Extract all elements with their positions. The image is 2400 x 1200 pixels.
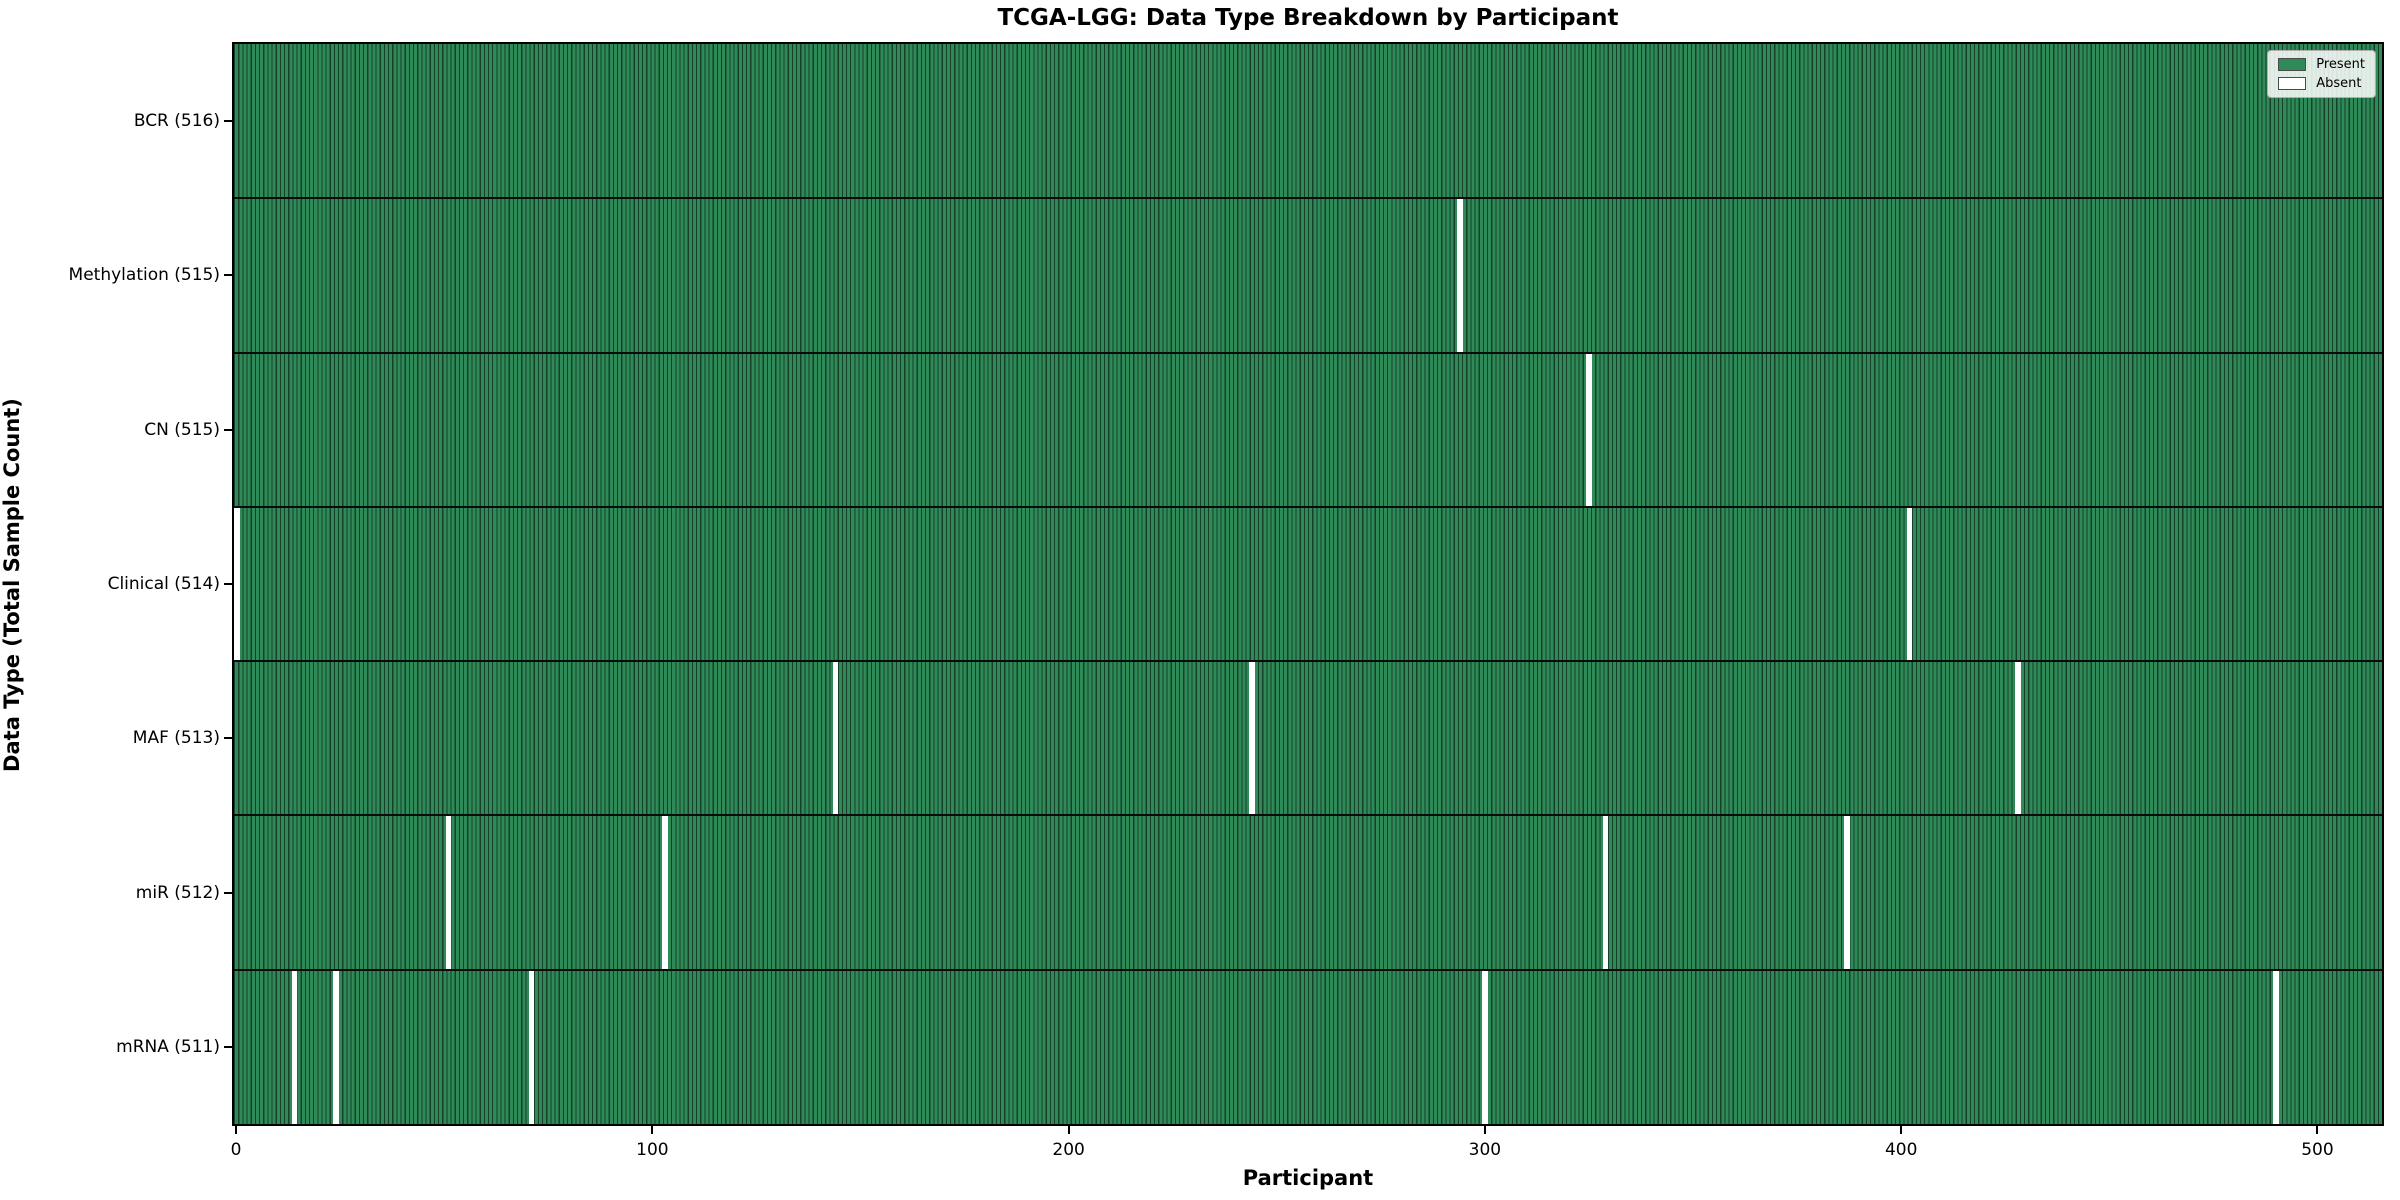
x-tick-mark: [1067, 1126, 1070, 1134]
y-tick-label: Clinical (514): [107, 574, 220, 594]
row-separator: [234, 197, 2382, 200]
legend-entry-absent: Absent: [2278, 77, 2365, 90]
absent-marker: [1457, 198, 1463, 353]
absent-marker: [445, 815, 452, 970]
absent-marker: [291, 969, 298, 1124]
x-tick-label: 0: [230, 1140, 242, 1160]
x-tick-mark: [1900, 1126, 1903, 1134]
y-tick-label: MAF (513): [132, 728, 220, 749]
absent-swatch-icon: [2278, 77, 2307, 90]
x-tick-mark: [651, 1126, 654, 1134]
row-separator: [234, 660, 2382, 663]
y-tick-label: CN (515): [144, 419, 220, 440]
data-type-row: [234, 815, 2382, 970]
x-tick-mark: [1483, 1126, 1486, 1134]
y-tick-label: Methylation (515): [68, 265, 220, 286]
data-type-row: [234, 661, 2382, 816]
absent-marker: [2273, 969, 2279, 1124]
x-tick-label: 500: [2301, 1140, 2334, 1160]
x-tick-label: 400: [1884, 1140, 1918, 1160]
y-tick-label: mRNA (511): [116, 1036, 220, 1057]
data-type-row: [234, 506, 2382, 662]
legend-label: Absent: [2316, 76, 2362, 91]
absent-marker: [1249, 661, 1255, 816]
plot-area: Present Absent: [232, 42, 2384, 1126]
data-type-row: [234, 198, 2382, 353]
absent-marker: [662, 815, 668, 970]
absent-marker: [1482, 969, 1488, 1124]
y-tick-label: miR (512): [135, 882, 220, 903]
x-tick-label: 200: [1052, 1140, 1085, 1160]
absent-marker: [333, 969, 339, 1124]
x-tick-label: 100: [636, 1140, 669, 1160]
row-separator: [234, 351, 2382, 354]
chart-title: TCGA-LGG: Data Type Breakdown by Partici…: [997, 5, 1619, 31]
present-swatch-icon: [2278, 58, 2307, 71]
legend-label: Present: [2316, 57, 2365, 72]
absent-marker: [1586, 352, 1592, 507]
y-tick-mark: [224, 891, 232, 894]
y-tick-mark: [224, 428, 232, 431]
x-axis-label: Participant: [1242, 1166, 1374, 1190]
y-tick-mark: [224, 583, 232, 585]
y-tick-mark: [224, 737, 232, 740]
legend: Present Absent: [2267, 50, 2376, 98]
data-type-row: [234, 44, 2382, 199]
row-separator: [234, 505, 2382, 508]
absent-marker: [2014, 661, 2021, 816]
legend-entry-present: Present: [2278, 58, 2365, 71]
x-tick-mark: [235, 1126, 238, 1134]
row-separator: [234, 814, 2382, 817]
x-tick-mark: [2316, 1126, 2319, 1134]
absent-marker: [1844, 815, 1850, 970]
absent-marker: [832, 661, 839, 816]
x-tick-label: 300: [1468, 1140, 1502, 1160]
data-type-row: [234, 969, 2382, 1124]
y-axis-label: Data Type (Total Sample Count): [0, 398, 24, 772]
data-type-row: [234, 352, 2382, 507]
row-separator: [234, 968, 2382, 971]
y-tick-mark: [224, 120, 232, 123]
y-tick-mark: [224, 1045, 232, 1048]
absent-marker: [528, 969, 535, 1124]
absent-marker: [1602, 815, 1609, 970]
absent-marker: [1906, 506, 1913, 662]
absent-marker: [234, 506, 240, 662]
y-tick-mark: [224, 274, 232, 277]
y-tick-label: BCR (516): [133, 111, 220, 132]
